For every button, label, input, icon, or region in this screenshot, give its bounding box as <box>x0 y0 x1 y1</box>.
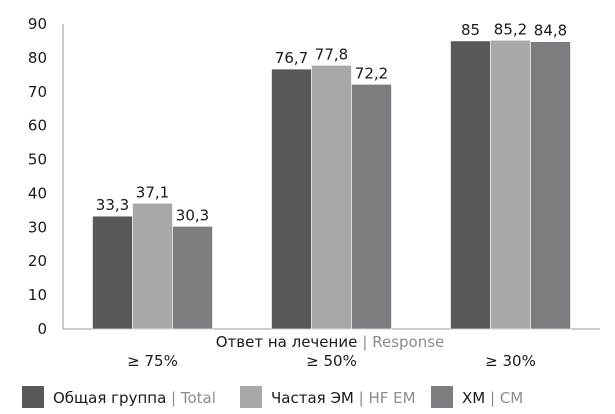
legend-label: ХМ | CM <box>462 389 523 407</box>
y-tick-label: 80 <box>28 49 47 67</box>
data-label: 33,3 <box>96 196 129 214</box>
x-axis-label-ru: Ответ на лечение <box>216 333 358 351</box>
legend-item: Частая ЭМ | HF EM <box>240 386 416 408</box>
legend-label-en: CM <box>500 389 523 407</box>
legend-label: Частая ЭМ | HF EM <box>271 389 416 407</box>
bar <box>271 68 312 330</box>
legend-swatch <box>22 386 44 408</box>
y-tick-label: 30 <box>28 218 47 236</box>
category-label: ≥ 50% <box>306 352 357 370</box>
bar <box>92 215 133 330</box>
bar-series <box>92 39 571 330</box>
bar <box>132 202 173 330</box>
data-label: 72,2 <box>355 64 388 82</box>
legend-label-en: HF EM <box>368 389 415 407</box>
y-tick-label: 20 <box>28 252 47 270</box>
data-label: 85,2 <box>494 20 527 38</box>
data-label: 84,8 <box>534 22 567 40</box>
y-tick-label: 70 <box>28 83 47 101</box>
legend-label-sep: | <box>171 389 181 407</box>
legend-label-ru: ХМ <box>462 389 490 407</box>
category-label: ≥ 75% <box>127 352 178 370</box>
y-tick-label: 0 <box>37 320 47 338</box>
legend-item: ХМ | CM <box>431 386 523 408</box>
legend-swatch <box>240 386 262 408</box>
y-tick-labels: 0 10 20 30 40 50 60 70 80 90 <box>28 15 47 338</box>
bar <box>530 41 571 330</box>
legend-label: Общая группа | Total <box>53 389 216 407</box>
legend: Общая группа | Total Частая ЭМ | HF EM ХМ … <box>22 386 523 408</box>
legend-label-en: Total <box>180 389 216 407</box>
legend-label-sep: | <box>490 389 500 407</box>
legend-label-sep: | <box>359 389 369 407</box>
category-label: ≥ 30% <box>485 352 536 370</box>
legend-swatch <box>431 386 453 408</box>
bar <box>450 40 491 330</box>
data-label: 30,3 <box>176 206 209 224</box>
bar <box>172 226 213 330</box>
y-tick-label: 10 <box>28 286 47 304</box>
y-tick-label: 50 <box>28 151 47 169</box>
y-tick-label: 90 <box>28 15 47 33</box>
x-axis-label-en: Response <box>372 333 444 351</box>
data-label: 85 <box>461 21 480 39</box>
category-labels: ≥ 75% ≥ 50% ≥ 30% <box>127 352 536 370</box>
bar <box>490 39 531 330</box>
data-label: 77,8 <box>315 45 348 63</box>
legend-label-ru: Общая группа <box>53 389 171 407</box>
data-label: 76,7 <box>275 49 308 67</box>
y-tick-label: 40 <box>28 184 47 202</box>
y-tick-label: 60 <box>28 117 47 135</box>
legend-item: Общая группа | Total <box>22 386 216 408</box>
data-label: 37,1 <box>136 183 169 201</box>
data-labels: 33,3 37,1 30,3 76,7 77,8 72,2 85 85,2 84,8 <box>96 20 567 224</box>
x-axis-label: Ответ на лечение | Response <box>216 332 445 351</box>
legend-label-ru: Частая ЭМ <box>271 389 359 407</box>
bar <box>311 65 352 330</box>
x-axis-label-sep: | <box>362 333 372 351</box>
bar <box>351 84 392 330</box>
